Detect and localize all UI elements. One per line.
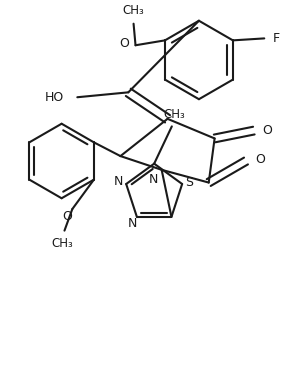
Text: N: N	[127, 217, 137, 230]
Text: N: N	[149, 173, 158, 186]
Text: O: O	[263, 124, 272, 137]
Text: CH₃: CH₃	[123, 4, 145, 18]
Text: HO: HO	[44, 91, 64, 104]
Text: O: O	[119, 37, 129, 50]
Text: O: O	[255, 153, 265, 166]
Text: N: N	[114, 174, 123, 188]
Text: CH₃: CH₃	[163, 108, 185, 121]
Text: CH₃: CH₃	[52, 237, 73, 250]
Text: O: O	[62, 210, 72, 223]
Text: S: S	[185, 176, 193, 189]
Text: F: F	[272, 32, 280, 45]
